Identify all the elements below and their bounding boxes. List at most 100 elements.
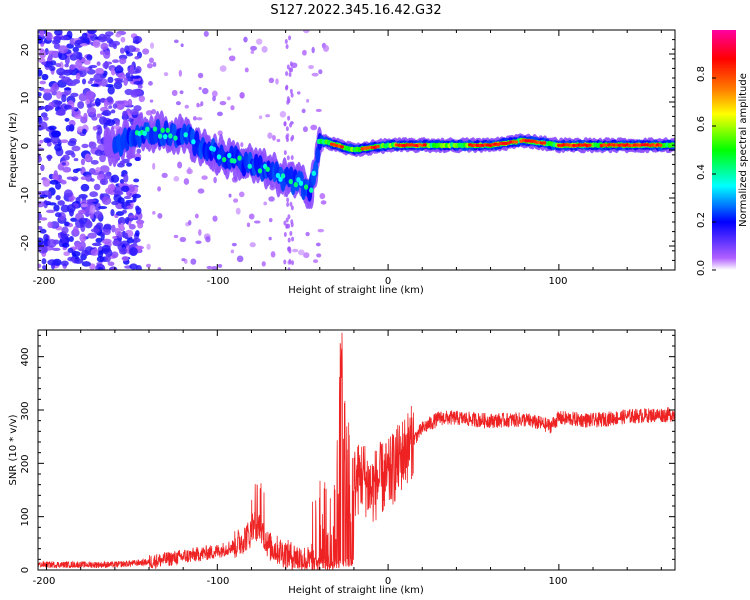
spectrogram-cell (233, 198, 239, 203)
spectrogram-cell (41, 73, 49, 81)
spectrogram-cell (127, 98, 133, 108)
spectrogram-cell (163, 72, 169, 77)
spectrogram-cell (43, 88, 52, 94)
spectrogram-cell (265, 114, 270, 118)
spectrogram-cell (134, 156, 141, 162)
spectrogram-cell (72, 79, 81, 84)
spectrogram-cell (190, 258, 197, 265)
spectrogram-cell (240, 142, 244, 148)
spectrogram-cell (105, 119, 116, 127)
spectrogram-cell (77, 101, 85, 109)
spectrogram-cell (112, 59, 119, 64)
spectrogram-cell (39, 217, 48, 221)
spectrogram-cell (84, 67, 90, 72)
spectrogram-cell (99, 154, 106, 163)
spectrogram-cell (94, 97, 101, 107)
spectrogram-cell (302, 126, 308, 133)
spectrogram-cell (92, 39, 101, 48)
spectrogram-cell (48, 125, 57, 131)
bottom-x-tick-label: -100 (207, 576, 230, 587)
spectrogram-cell (183, 132, 188, 138)
spectrogram-cell (291, 260, 295, 266)
spectrogram-cell (79, 241, 86, 250)
spectrogram-cell (105, 254, 111, 263)
top-y-tick-label: 10 (20, 92, 31, 105)
spectrogram-cell (268, 217, 273, 223)
spectrogram-cell (283, 259, 287, 265)
spectrogram-cell (228, 55, 236, 62)
spectrogram-cell (117, 231, 123, 238)
spectrogram-cell (82, 128, 87, 134)
spectrogram-cell (96, 255, 105, 263)
spectrogram-cell (115, 100, 125, 105)
spectrogram-cell (137, 221, 144, 229)
spectrogram-cell (122, 110, 128, 119)
spectrogram-cell (149, 99, 154, 103)
colorbar-tick-label: 0.2 (696, 212, 707, 228)
spectrogram-cell (268, 236, 272, 241)
spectrogram-cell (89, 191, 99, 198)
spectrogram-cell (289, 201, 293, 207)
spectrogram-cell (63, 251, 70, 257)
spectrogram-cell (103, 172, 110, 180)
spectrogram-cell (98, 116, 108, 125)
spectrogram-cell (80, 183, 90, 192)
spectrogram-cell (285, 217, 289, 223)
spectrogram-cell (53, 204, 60, 212)
spectrogram-cell (288, 178, 293, 185)
spectrogram-cell (38, 225, 43, 230)
spectrogram-cell (192, 116, 197, 121)
spectrogram-cell (96, 61, 101, 66)
spectrogram-cell (54, 143, 62, 152)
spectrogram-cell (38, 155, 42, 163)
spectrogram-cell (247, 163, 252, 169)
spectrogram-cell (315, 146, 321, 164)
spectrogram-cell (287, 214, 291, 220)
spectrogram-cell (131, 193, 142, 199)
spectrogram-cell (111, 224, 116, 233)
spectrogram-cell (268, 196, 275, 202)
spectrogram-cell (55, 182, 62, 190)
spectrogram-cell (292, 248, 299, 253)
spectrogram-cell (64, 69, 73, 74)
spectrogram-cell (121, 209, 127, 214)
spectrogram-cell (90, 159, 99, 165)
spectrogram-cell (145, 263, 152, 268)
spectrogram-cell (188, 219, 192, 226)
spectrogram-cell (61, 226, 69, 234)
spectrogram-cell (232, 158, 237, 164)
spectrogram-cell (173, 39, 179, 44)
spectrogram-cell (83, 59, 91, 65)
spectrogram-cell (39, 139, 44, 144)
spectrogram-cell (275, 78, 279, 85)
spectrogram-cell (250, 50, 255, 54)
spectrogram-cell (124, 216, 130, 225)
spectrogram-cell (97, 126, 103, 135)
spectrogram-cell (173, 234, 179, 239)
spectrogram-cell (64, 117, 70, 122)
snr-ticks (38, 330, 675, 571)
spectrogram-cell (289, 61, 293, 67)
spectrogram-cell (119, 57, 127, 65)
spectrogram-cell (126, 205, 134, 210)
spectrogram-cell (272, 135, 276, 141)
spectrogram-cell (128, 215, 137, 219)
colorbar: 0.0 0.2 0.4 0.6 0.8 Normalized spectral … (696, 30, 749, 276)
spectrogram-cell (201, 175, 208, 180)
spectrogram-cell (107, 76, 114, 84)
bottom-x-tick-label: -200 (33, 576, 56, 587)
spectrogram-cell (129, 109, 139, 116)
spectrogram-cell (66, 204, 76, 213)
spectrogram-cell (145, 110, 153, 116)
spectrogram-cell (132, 238, 138, 245)
spectrogram-cell (54, 30, 63, 36)
spectrogram-cell (38, 121, 48, 130)
spectrogram-cell (39, 194, 48, 198)
spectrogram-cell (43, 116, 49, 121)
spectrogram-cell (38, 69, 43, 77)
spectrogram-cell (99, 178, 109, 186)
spectrogram-cell (55, 110, 66, 116)
spectrogram-cell (115, 79, 124, 84)
spectrogram-cell (71, 251, 81, 257)
spectrogram-cell (268, 77, 275, 84)
